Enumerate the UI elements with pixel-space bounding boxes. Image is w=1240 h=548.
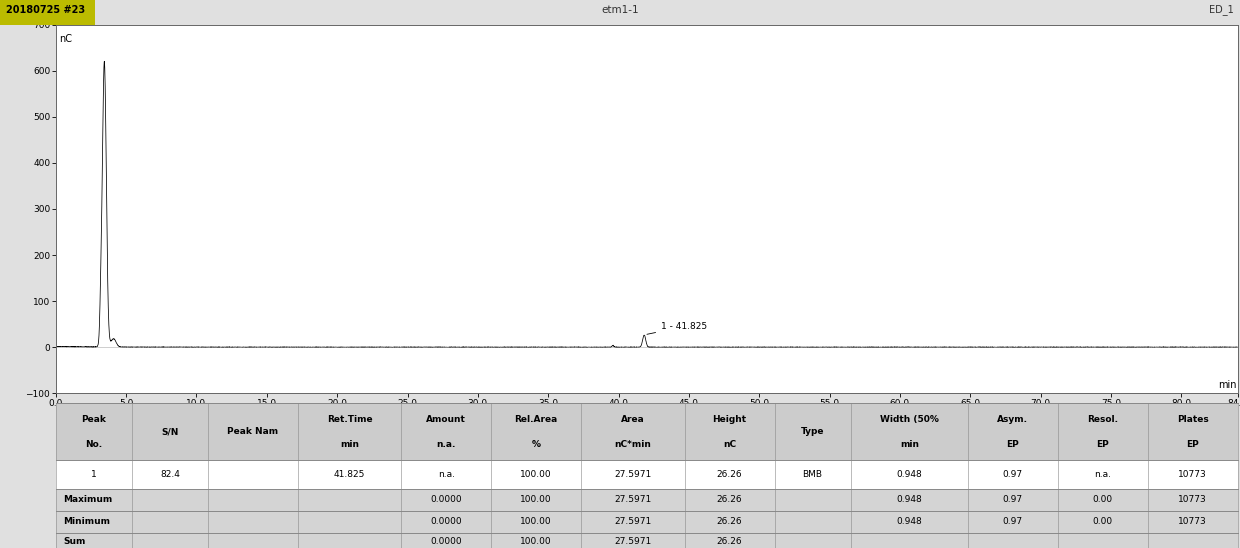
Text: n.a.: n.a. [436, 440, 456, 449]
Text: 41.825: 41.825 [334, 470, 366, 479]
Bar [56, 460, 1238, 489]
Text: Minimum: Minimum [63, 517, 110, 526]
Text: 100.00: 100.00 [521, 517, 552, 526]
Text: %: % [532, 440, 541, 449]
Text: S/N: S/N [161, 427, 179, 436]
Text: 0.00: 0.00 [1092, 517, 1112, 526]
Text: 27.5971: 27.5971 [614, 495, 651, 504]
Text: etm1-1: etm1-1 [601, 5, 639, 15]
Text: 0.0000: 0.0000 [430, 495, 463, 504]
Text: Maximum: Maximum [63, 495, 112, 504]
Text: 26.26: 26.26 [717, 517, 743, 526]
Text: 10773: 10773 [1178, 495, 1207, 504]
Text: nC: nC [60, 34, 72, 44]
Text: 0.0000: 0.0000 [430, 537, 463, 546]
Text: nC: nC [723, 440, 737, 449]
Text: 0.97: 0.97 [1003, 517, 1023, 526]
Text: min: min [900, 440, 919, 449]
Text: EP: EP [1187, 440, 1199, 449]
Text: No.: No. [86, 440, 103, 449]
Text: Plates: Plates [1177, 415, 1209, 424]
Text: Sum: Sum [63, 537, 86, 546]
Text: Width (50%: Width (50% [880, 415, 939, 424]
Text: nC*min: nC*min [614, 440, 651, 449]
Text: 0.97: 0.97 [1003, 470, 1023, 479]
Text: Resol.: Resol. [1087, 415, 1118, 424]
Text: n.a.: n.a. [1094, 470, 1111, 479]
Text: Peak: Peak [82, 415, 107, 424]
Text: 0.00: 0.00 [1092, 495, 1112, 504]
Text: 10773: 10773 [1178, 517, 1207, 526]
Text: 0.0000: 0.0000 [430, 517, 463, 526]
Text: 26.26: 26.26 [717, 470, 743, 479]
Text: 10773: 10773 [1178, 470, 1207, 479]
Text: Ret.Time: Ret.Time [326, 415, 372, 424]
Text: 100.00: 100.00 [521, 537, 552, 546]
Text: BMB: BMB [802, 470, 822, 479]
Text: 0.948: 0.948 [897, 495, 923, 504]
Text: EP: EP [1096, 440, 1109, 449]
Text: 0.948: 0.948 [897, 470, 923, 479]
Text: Amount: Amount [427, 415, 466, 424]
Bar [56, 403, 1238, 460]
Text: 20180725 #23: 20180725 #23 [6, 5, 86, 15]
Text: min: min [1218, 380, 1236, 390]
Text: 100.00: 100.00 [521, 470, 552, 479]
Text: 27.5971: 27.5971 [614, 517, 651, 526]
Text: 82.4: 82.4 [160, 470, 180, 479]
Text: Rel.Area: Rel.Area [515, 415, 558, 424]
Text: ED_1: ED_1 [1209, 4, 1234, 15]
Text: Asym.: Asym. [997, 415, 1028, 424]
Text: EP: EP [1007, 440, 1019, 449]
Text: Area: Area [621, 415, 645, 424]
Text: 27.5971: 27.5971 [614, 537, 651, 546]
Text: 100.00: 100.00 [521, 495, 552, 504]
Text: Height: Height [713, 415, 746, 424]
Bar [56, 511, 1238, 533]
Text: n.a.: n.a. [438, 470, 455, 479]
Text: 0.948: 0.948 [897, 517, 923, 526]
Text: 0.97: 0.97 [1003, 495, 1023, 504]
Text: Peak Nam: Peak Nam [227, 427, 278, 436]
Bar [56, 533, 1238, 548]
Text: 26.26: 26.26 [717, 537, 743, 546]
Text: min: min [340, 440, 360, 449]
Text: 26.26: 26.26 [717, 495, 743, 504]
Text: 27.5971: 27.5971 [614, 470, 651, 479]
Text: 1: 1 [91, 470, 97, 479]
Text: Type: Type [801, 427, 825, 436]
Bar [56, 489, 1238, 511]
Text: 1 - 41.825: 1 - 41.825 [647, 322, 707, 334]
